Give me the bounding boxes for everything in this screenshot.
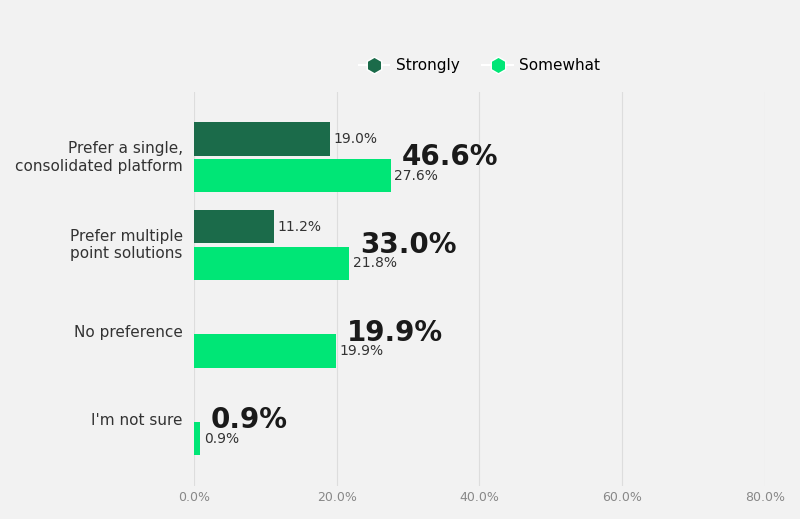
Bar <box>194 334 336 368</box>
Bar <box>194 422 200 456</box>
Bar <box>194 159 391 193</box>
Text: 0.9%: 0.9% <box>204 432 239 446</box>
Legend: Strongly, Somewhat: Strongly, Somewhat <box>353 52 606 79</box>
Text: 21.8%: 21.8% <box>353 256 397 270</box>
Text: 19.9%: 19.9% <box>339 344 384 358</box>
Text: 11.2%: 11.2% <box>278 220 322 234</box>
Text: 27.6%: 27.6% <box>394 169 438 183</box>
Text: 19.0%: 19.0% <box>333 132 377 146</box>
Bar <box>194 247 350 280</box>
Bar <box>194 122 330 156</box>
Text: 46.6%: 46.6% <box>402 143 498 171</box>
Bar <box>194 210 274 243</box>
Text: 33.0%: 33.0% <box>360 231 457 259</box>
Text: 19.9%: 19.9% <box>346 319 442 347</box>
Text: 0.9%: 0.9% <box>211 406 288 434</box>
